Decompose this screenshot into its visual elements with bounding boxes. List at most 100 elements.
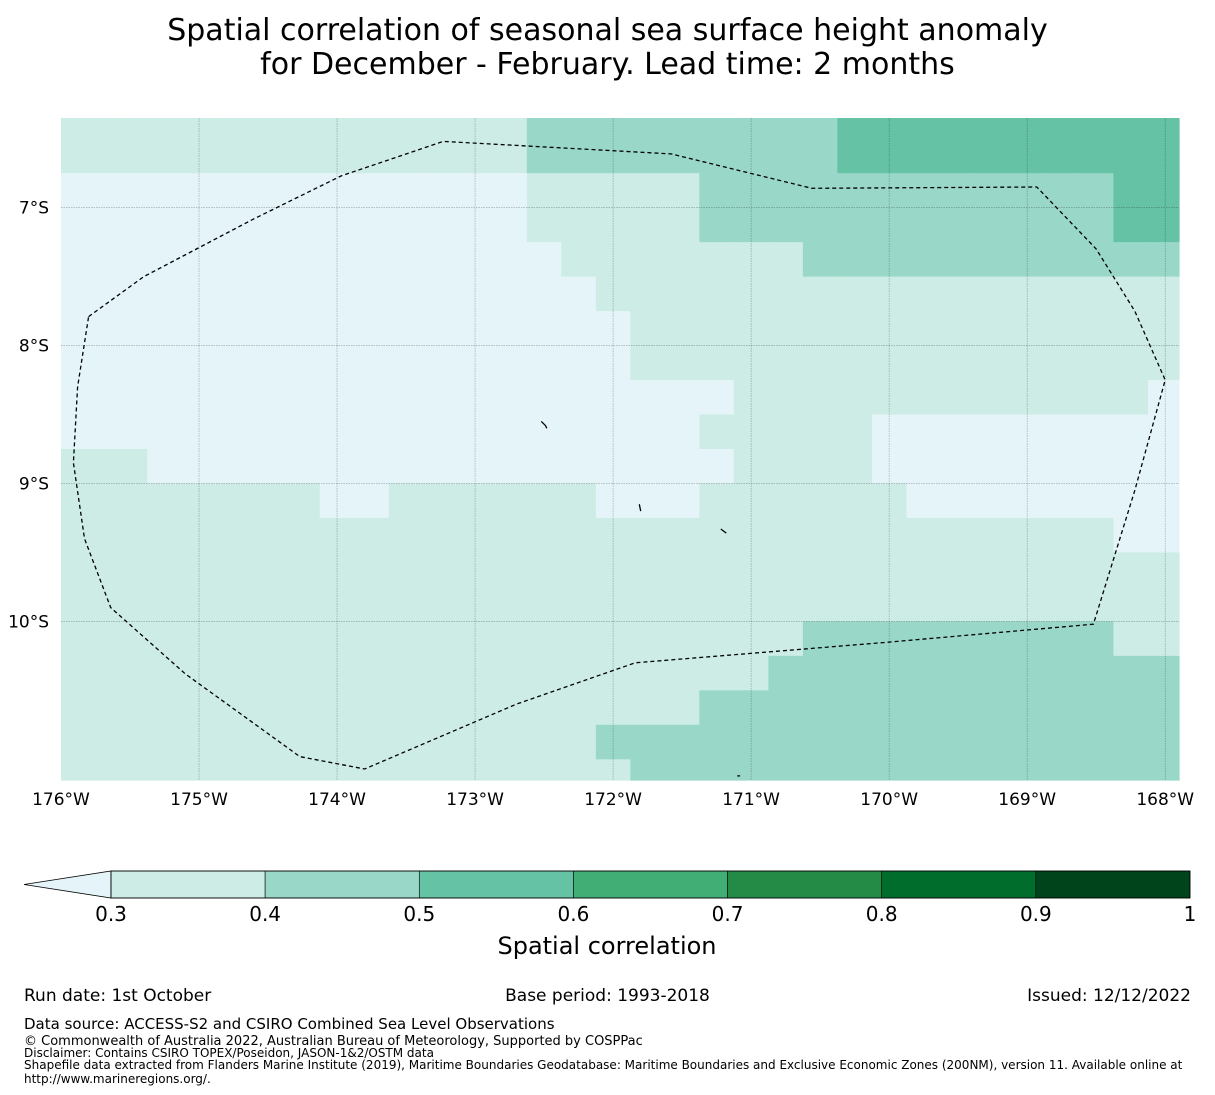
grid-cell bbox=[457, 173, 493, 209]
grid-cell bbox=[906, 724, 942, 760]
grid-cell bbox=[285, 138, 321, 174]
grid-cell bbox=[526, 380, 562, 416]
grid-cell bbox=[319, 414, 355, 450]
grid-cell bbox=[1009, 414, 1046, 450]
grid-cell bbox=[457, 138, 493, 174]
grid-cell bbox=[61, 414, 79, 450]
grid-cell bbox=[699, 138, 735, 174]
grid-cell bbox=[250, 242, 286, 278]
grid-cell bbox=[699, 655, 735, 691]
grid-cell bbox=[975, 517, 1011, 554]
grid-cell bbox=[1044, 517, 1080, 554]
grid-cell bbox=[1009, 517, 1046, 554]
grid-cell bbox=[1078, 690, 1115, 726]
grid-cell bbox=[768, 311, 804, 347]
grid-cell bbox=[906, 380, 942, 416]
grid-cell bbox=[975, 345, 1011, 381]
grid-cell bbox=[561, 276, 597, 312]
grid-cell bbox=[561, 517, 597, 554]
grid-cell bbox=[768, 118, 804, 140]
grid-cell bbox=[181, 276, 217, 312]
grid-cell bbox=[733, 380, 769, 416]
grid-cell bbox=[837, 380, 873, 416]
island-outline bbox=[540, 420, 548, 429]
grid-cell bbox=[250, 118, 286, 140]
grid-cell bbox=[733, 242, 769, 278]
grid-cell bbox=[285, 345, 321, 381]
grid-cell bbox=[457, 345, 493, 381]
grid-cell bbox=[1009, 380, 1046, 416]
grid-cell bbox=[181, 207, 217, 243]
grid-cell bbox=[975, 655, 1011, 691]
grid-cell bbox=[61, 586, 79, 622]
grid-cell bbox=[112, 345, 148, 381]
grid-cell bbox=[147, 517, 183, 554]
grid-cell bbox=[250, 276, 286, 312]
grid-cell bbox=[630, 173, 666, 209]
grid-cell bbox=[181, 173, 217, 209]
grid-cell bbox=[285, 380, 321, 416]
grid-cell bbox=[871, 173, 908, 209]
grid-cell bbox=[492, 724, 528, 760]
grid-cell bbox=[319, 118, 355, 140]
grid-cell bbox=[699, 586, 735, 622]
grid-cell bbox=[1078, 242, 1115, 278]
grid-cell bbox=[561, 207, 597, 243]
grid-cell bbox=[664, 552, 700, 588]
grid-cell bbox=[181, 759, 217, 781]
grid-cell bbox=[733, 414, 769, 450]
grid-cell bbox=[1113, 517, 1149, 554]
grid-cell bbox=[733, 655, 769, 691]
grid-cell bbox=[1147, 276, 1180, 312]
grid-cell bbox=[78, 138, 114, 174]
grid-cell bbox=[285, 276, 321, 312]
grid-cell bbox=[595, 586, 631, 622]
grid-cell bbox=[699, 621, 735, 657]
grid-cell bbox=[802, 242, 838, 278]
grid-cell bbox=[181, 414, 217, 450]
grid-cell bbox=[802, 276, 838, 312]
grid-cell bbox=[250, 517, 286, 554]
grid-cell bbox=[147, 414, 183, 450]
grid-cell bbox=[354, 517, 390, 554]
grid-cell bbox=[595, 242, 631, 278]
grid-cell bbox=[906, 517, 942, 554]
grid-cell bbox=[423, 173, 459, 209]
grid-cell bbox=[699, 724, 735, 760]
grid-cell bbox=[975, 138, 1011, 174]
grid-cell bbox=[112, 483, 148, 519]
grid-cell bbox=[78, 118, 114, 140]
grid-cell bbox=[906, 414, 942, 450]
grid-cell bbox=[492, 345, 528, 381]
grid-cell bbox=[630, 380, 666, 416]
grid-cell bbox=[216, 345, 252, 381]
grid-cell bbox=[319, 276, 355, 312]
grid-cell bbox=[837, 242, 873, 278]
island-outline bbox=[720, 528, 727, 534]
grid-cell bbox=[595, 483, 631, 519]
grid-cell bbox=[1044, 552, 1080, 588]
grid-cell bbox=[664, 380, 700, 416]
grid-cell bbox=[664, 483, 700, 519]
grid-cell bbox=[181, 380, 217, 416]
grid-cell bbox=[733, 345, 769, 381]
grid-cell bbox=[423, 138, 459, 174]
grid-cell bbox=[664, 759, 700, 781]
grid-cell bbox=[561, 483, 597, 519]
grid-cell bbox=[699, 517, 735, 554]
grid-cell bbox=[1009, 173, 1046, 209]
grid-cell bbox=[112, 759, 148, 781]
grid-cell bbox=[78, 173, 114, 209]
grid-cell bbox=[802, 517, 838, 554]
grid-cell bbox=[61, 173, 79, 209]
grid-cell bbox=[733, 552, 769, 588]
grid-cell bbox=[837, 345, 873, 381]
grid-cell bbox=[1147, 724, 1180, 760]
grid-cell bbox=[216, 517, 252, 554]
grid-cell bbox=[595, 345, 631, 381]
grid-cell bbox=[492, 586, 528, 622]
grid-cell bbox=[1009, 449, 1046, 485]
grid-cell bbox=[147, 690, 183, 726]
island-outlines bbox=[540, 420, 741, 777]
grid-cell bbox=[802, 621, 838, 657]
